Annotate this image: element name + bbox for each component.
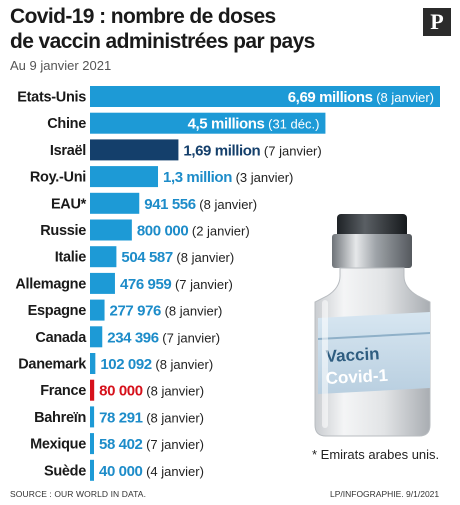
vial-label-band <box>318 332 430 340</box>
title-line-1: Covid-19 : nombre de doses <box>10 5 276 28</box>
date-bahrein: (8 janvier) <box>143 410 204 425</box>
value-label-suede: 40 000 (4 janvier) <box>99 463 204 480</box>
category-label-allemagne: Allemagne <box>15 276 86 292</box>
value-italie: 504 587 <box>121 249 172 266</box>
value-roy-uni: 1,3 million <box>163 169 232 186</box>
bar-danemark <box>90 353 96 374</box>
value-canada: 234 396 <box>107 329 158 346</box>
date-chine: (31 déc.) <box>265 117 320 132</box>
logo-letter: P <box>430 9 444 34</box>
vial-label-text-2: Covid-1 <box>325 366 388 388</box>
bar-suede <box>90 459 94 481</box>
category-label-israel: Israël <box>50 143 86 159</box>
category-label-roy-uni: Roy.-Uni <box>30 170 86 186</box>
bars-group: Etats-Unis 6,69 millions (8 janvier) Chine… <box>15 86 440 481</box>
vaccine-vial-illustration: Vaccin Covid-1 <box>314 214 431 437</box>
category-label-suede: Suède <box>44 463 86 479</box>
bar-allemagne <box>90 272 115 294</box>
category-label-france: France <box>40 383 86 399</box>
value-danemark: 102 092 <box>100 356 151 373</box>
infographic-credit: LP/INFOGRAPHIE. 9/1/2021 <box>330 489 440 499</box>
value-label-canada: 234 396 (7 janvier) <box>107 329 220 346</box>
date-israel: (7 janvier) <box>260 143 321 158</box>
vial-cap <box>332 234 412 268</box>
value-etats-unis: 6,69 millions <box>288 89 373 106</box>
category-label-mexique: Mexique <box>30 437 86 453</box>
footnote: * Emirats arabes unis. <box>312 447 440 462</box>
bar-espagne <box>90 299 105 321</box>
value-label-eau: 941 556 (8 janvier) <box>144 196 257 213</box>
value-label-france: 80 000 (8 janvier) <box>99 383 204 400</box>
value-label-italie: 504 587 (8 janvier) <box>121 249 234 266</box>
bar-mexique <box>90 433 94 455</box>
date-suede: (4 janvier) <box>142 464 203 479</box>
date-france: (8 janvier) <box>143 384 204 399</box>
chart-title: Covid-19 : nombre de doses de vaccin adm… <box>10 4 410 54</box>
date-espagne: (8 janvier) <box>161 304 222 319</box>
vial-highlight <box>322 300 328 428</box>
chart-subtitle: Au 9 janvier 2021 <box>10 58 112 73</box>
value-label-espagne: 277 976 (8 janvier) <box>110 303 223 320</box>
category-label-etats-unis: Etats-Unis <box>17 90 86 106</box>
bar-chine <box>90 112 326 134</box>
date-italie: (8 janvier) <box>173 250 234 265</box>
le-parisien-logo: P <box>423 8 451 36</box>
bar-etats-unis <box>90 86 440 107</box>
bar-russie <box>90 219 132 241</box>
vial-stopper <box>337 214 407 238</box>
bar-israel <box>90 139 179 161</box>
value-russie: 800 000 <box>137 223 188 240</box>
date-etats-unis: (8 janvier) <box>373 90 434 105</box>
bar-canada <box>90 326 103 348</box>
value-label-danemark: 102 092 (8 janvier) <box>100 356 213 373</box>
category-label-eau: EAU* <box>51 196 87 212</box>
bar-eau <box>90 192 140 214</box>
value-label-etats-unis: 6,69 millions (8 janvier) <box>288 89 434 106</box>
vial-label-text-1: Vaccin <box>325 344 380 366</box>
bar-italie <box>90 246 117 268</box>
value-espagne: 277 976 <box>110 303 161 320</box>
category-label-russie: Russie <box>40 223 86 239</box>
date-eau: (8 janvier) <box>196 197 257 212</box>
date-roy-uni: (3 janvier) <box>232 170 293 185</box>
source-credit: SOURCE : OUR WORLD IN DATA. <box>10 489 147 499</box>
value-label-chine: 4,5 millions (31 déc.) <box>188 116 320 133</box>
category-label-canada: Canada <box>35 330 87 346</box>
category-label-chine: Chine <box>47 116 86 132</box>
bar-france <box>90 379 95 401</box>
category-label-italie: Italie <box>55 250 86 266</box>
category-label-danemark: Danemark <box>18 357 87 373</box>
bar-roy-uni <box>90 166 159 188</box>
value-chine: 4,5 millions <box>188 116 265 133</box>
vial-label <box>318 312 430 394</box>
bar-bahrein <box>90 406 95 428</box>
value-label-allemagne: 476 959 (7 janvier) <box>120 276 233 293</box>
date-danemark: (8 janvier) <box>152 357 213 372</box>
date-allemagne: (7 janvier) <box>171 277 232 292</box>
value-eau: 941 556 <box>144 196 195 213</box>
value-label-russie: 800 000 (2 janvier) <box>137 223 250 240</box>
value-label-roy-uni: 1,3 million (3 janvier) <box>163 169 293 186</box>
value-suede: 40 000 <box>99 463 143 480</box>
date-russie: (2 janvier) <box>188 224 249 239</box>
date-mexique: (7 janvier) <box>142 437 203 452</box>
value-label-bahrein: 78 291 (8 janvier) <box>99 409 204 426</box>
category-label-bahrein: Bahreïn <box>34 410 86 426</box>
value-label-israel: 1,69 million (7 janvier) <box>183 142 321 159</box>
value-allemagne: 476 959 <box>120 276 171 293</box>
value-label-mexique: 58 402 (7 janvier) <box>99 436 204 453</box>
title-line-2: de vaccin administrées par pays <box>10 30 315 53</box>
category-label-espagne: Espagne <box>28 303 87 319</box>
value-israel: 1,69 million <box>183 142 260 159</box>
date-canada: (7 janvier) <box>159 330 220 345</box>
value-france: 80 000 <box>99 383 143 400</box>
value-bahrein: 78 291 <box>99 409 143 426</box>
value-mexique: 58 402 <box>99 436 143 453</box>
